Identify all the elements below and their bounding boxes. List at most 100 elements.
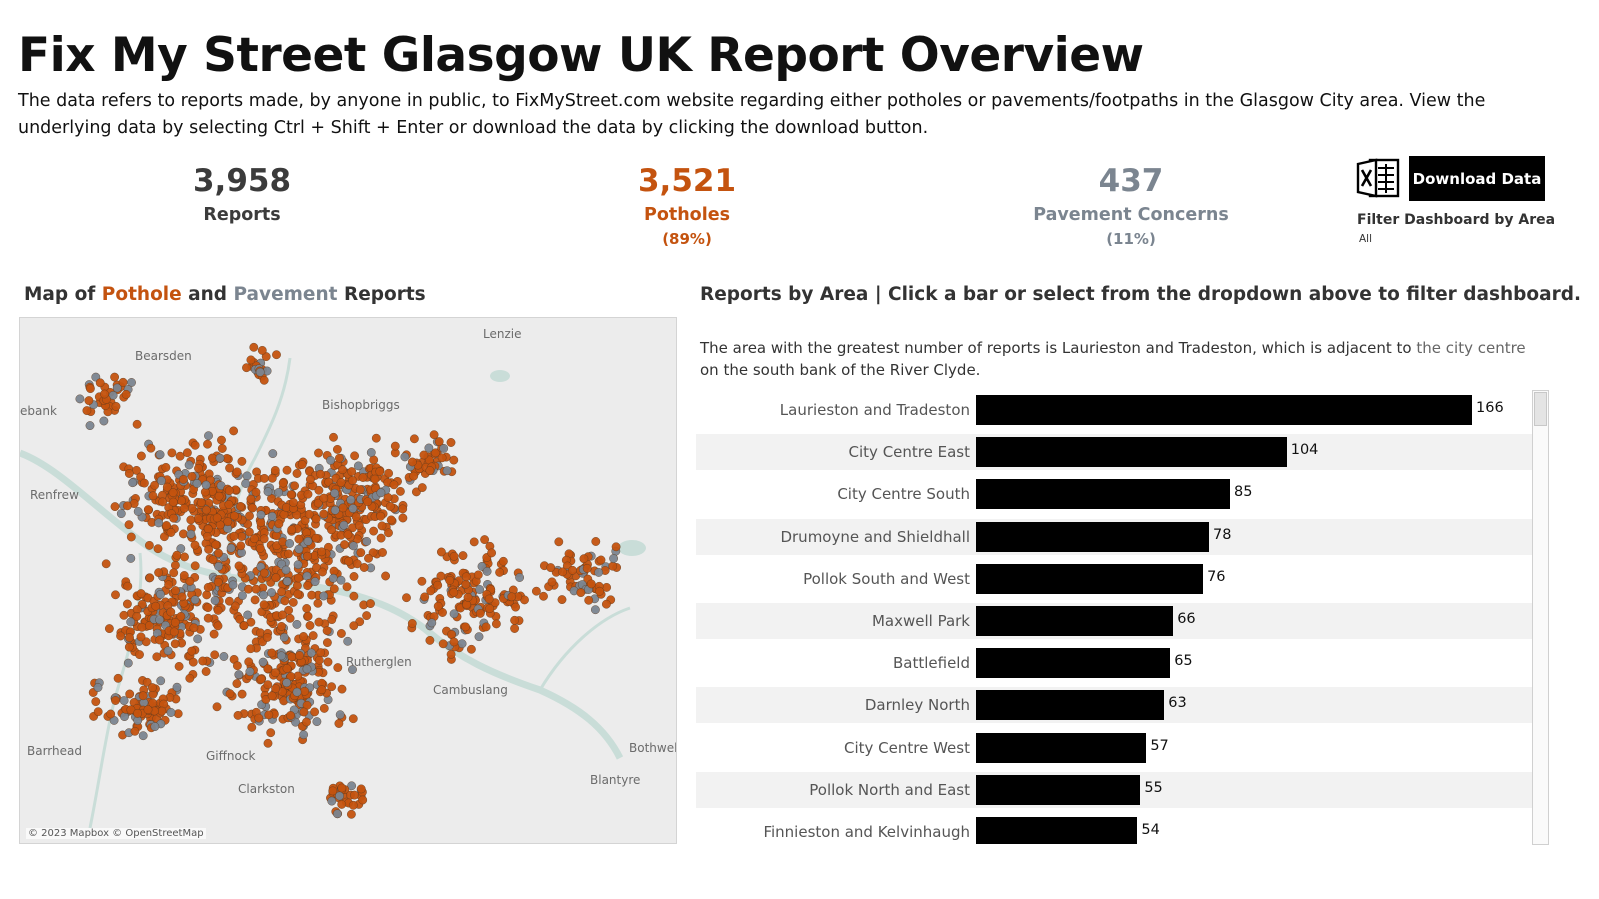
report-dot[interactable] [214,548,223,558]
report-dot[interactable] [359,563,369,572]
report-dot[interactable] [350,451,359,461]
report-dot[interactable] [330,505,340,515]
scrollbar-thumb[interactable] [1534,392,1547,426]
report-dot[interactable] [274,519,284,529]
report-dot[interactable] [419,450,429,460]
report-dot[interactable] [148,491,158,501]
report-dot[interactable] [242,471,252,481]
report-dot[interactable] [284,549,293,559]
report-dot[interactable] [330,488,340,498]
report-dot[interactable] [292,619,302,629]
report-dot[interactable] [229,426,239,436]
report-dot[interactable] [409,471,419,481]
report-dot[interactable] [306,648,316,658]
report-dot[interactable] [369,455,379,465]
report-dot[interactable] [204,544,214,554]
report-dot[interactable] [93,707,103,717]
report-dot[interactable] [292,687,302,697]
report-dot[interactable] [204,431,213,441]
report-dot[interactable] [268,449,278,459]
report-dot[interactable] [362,611,371,620]
report-dot[interactable] [166,528,176,537]
report-dot[interactable] [203,439,212,449]
report-dot[interactable] [311,533,321,543]
report-dot[interactable] [322,638,332,647]
report-dot[interactable] [230,601,240,611]
report-dot[interactable] [433,601,443,611]
report-dot[interactable] [311,514,321,524]
report-dot[interactable] [123,501,132,511]
report-dot[interactable] [510,624,519,633]
report-dot[interactable] [259,568,269,578]
report-dot[interactable] [258,657,268,667]
report-dot[interactable] [172,550,182,560]
report-dot[interactable] [163,646,173,656]
report-dot[interactable] [201,480,211,490]
report-dot[interactable] [285,613,295,623]
report-dot[interactable] [150,480,160,490]
report-dot[interactable] [213,605,223,615]
report-dot[interactable] [277,587,286,597]
bar-row[interactable]: Pollok North and East 55 [696,771,1532,808]
report-dot[interactable] [248,503,257,513]
report-dot[interactable] [185,673,195,683]
report-dot[interactable] [167,448,177,458]
report-dot[interactable] [336,629,346,638]
report-dot[interactable] [329,432,338,442]
report-dot[interactable] [608,561,618,571]
report-dot[interactable] [185,576,195,586]
report-dot[interactable] [433,580,443,590]
report-dot[interactable] [251,584,261,594]
report-dot[interactable] [507,592,517,602]
report-dot[interactable] [193,514,203,523]
report-dot[interactable] [155,615,165,625]
report-dot[interactable] [271,573,281,583]
report-dot[interactable] [591,605,600,615]
bar[interactable] [976,521,1210,552]
report-dot[interactable] [135,650,144,659]
report-dot[interactable] [282,678,292,688]
report-dot[interactable] [299,707,309,717]
report-dot[interactable] [339,520,349,530]
report-dot[interactable] [272,350,281,360]
report-dot[interactable] [228,580,238,590]
report-dot[interactable] [338,503,348,513]
report-dot[interactable] [338,465,347,475]
report-dot[interactable] [303,611,313,621]
report-dot[interactable] [263,680,273,690]
report-dot[interactable] [254,713,264,723]
bar[interactable] [976,563,1204,594]
report-dot[interactable] [282,576,292,586]
report-dot[interactable] [244,527,254,537]
report-dot[interactable] [242,363,251,373]
report-dot[interactable] [123,581,133,591]
report-dot[interactable] [322,626,332,636]
report-dot[interactable] [308,631,318,640]
report-dot[interactable] [223,517,233,527]
reports-by-area-chart[interactable]: Laurieston and Tradeston 166 City Centre E… [696,392,1532,844]
report-dot[interactable] [446,438,456,447]
report-dot[interactable] [378,548,387,557]
report-dot[interactable] [176,544,186,554]
report-dot[interactable] [170,639,180,649]
report-dot[interactable] [316,648,326,657]
report-dot[interactable] [277,621,286,631]
report-dot[interactable] [162,482,172,492]
report-dot[interactable] [366,599,375,608]
report-dot[interactable] [347,781,356,791]
report-dot[interactable] [99,416,109,426]
report-dot[interactable] [469,537,479,547]
report-dot[interactable] [212,513,222,523]
report-dot[interactable] [256,518,266,528]
report-dot[interactable] [303,536,313,546]
report-dot[interactable] [249,534,259,544]
report-dot[interactable] [319,591,329,601]
report-dot[interactable] [156,676,166,686]
report-dot[interactable] [172,682,182,692]
report-dot[interactable] [326,455,335,465]
report-dot[interactable] [475,608,485,618]
report-dot[interactable] [85,421,95,431]
report-dot[interactable] [93,683,103,692]
report-dot[interactable] [424,443,434,453]
bar-row[interactable]: Maxwell Park 66 [696,603,1532,639]
